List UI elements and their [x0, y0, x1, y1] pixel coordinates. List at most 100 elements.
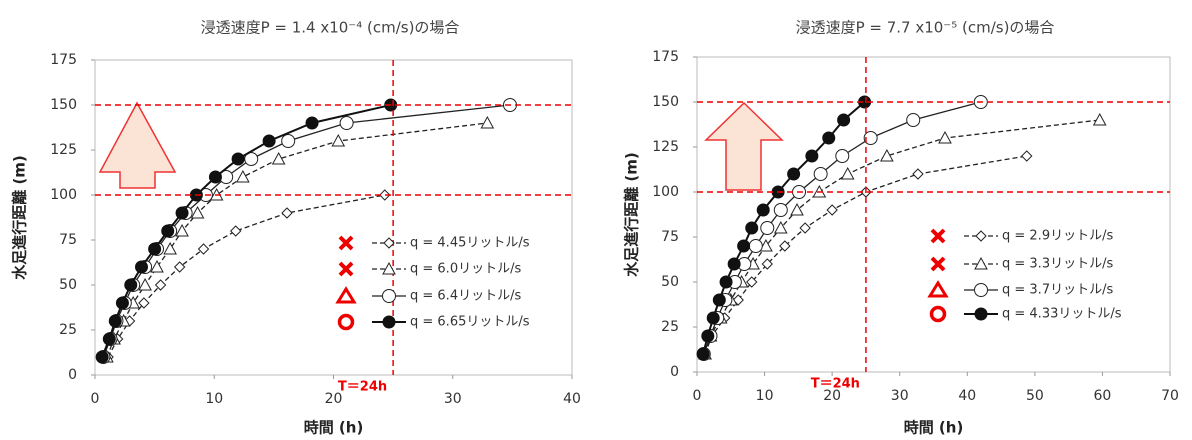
plot-area: [696, 56, 1171, 373]
marker: [822, 131, 836, 145]
arrow: [98, 101, 177, 189]
marker: [175, 206, 189, 220]
marker: [746, 276, 758, 288]
marker: [262, 134, 276, 148]
y-tick-label: 75: [59, 232, 77, 248]
y-tick-label: 0: [670, 364, 679, 380]
marker: [974, 307, 988, 321]
y-tick-label: 175: [652, 49, 679, 65]
legend-label: q = 2.9リットル/s: [1002, 229, 1113, 244]
y-tick-label: 25: [661, 319, 679, 335]
x-tick-label: 0: [91, 391, 100, 407]
arrow: [704, 101, 784, 191]
marker: [974, 283, 988, 297]
marker: [173, 261, 186, 273]
x-tick-label: 60: [1094, 388, 1112, 404]
y-tick-label: 50: [59, 277, 77, 293]
x-tick-label: 10: [756, 388, 774, 404]
y-tick-label: 25: [59, 322, 77, 338]
marker: [154, 279, 167, 291]
marker: [236, 169, 250, 183]
marker: [912, 168, 924, 180]
marker: [813, 167, 828, 181]
chart: 浸透速度P = 7.7 x10⁻⁵ (cm/s)の場合 0 25 50 75 100 125…: [623, 19, 1179, 437]
marker: [840, 166, 855, 180]
x-tick-label: 10: [205, 391, 223, 407]
marker: [727, 257, 741, 271]
marker: [975, 230, 987, 242]
marker: [719, 275, 733, 289]
legend-label: q = 4.33リットル/s: [1002, 307, 1122, 322]
marker: [759, 238, 773, 252]
marker: [135, 260, 149, 274]
marker: [748, 239, 763, 253]
x-tick-label: 50: [1026, 388, 1044, 404]
marker: [331, 133, 346, 147]
legend-label: q = 6.65リットル/s: [410, 315, 530, 330]
series-line: [107, 194, 385, 358]
series-line: [704, 155, 1027, 355]
x-tick-label: 30: [444, 391, 462, 407]
marker: [837, 113, 851, 127]
marker: [124, 278, 138, 292]
marker: [208, 170, 222, 184]
y-axis-label: 水足進行距離 (m): [623, 152, 641, 277]
y-tick-label: 0: [68, 367, 77, 383]
verdict-circle: [929, 305, 947, 323]
marker: [799, 222, 811, 234]
marker: [790, 202, 804, 216]
verdict-cross: [930, 228, 946, 244]
marker: [756, 203, 770, 217]
marker: [835, 149, 850, 163]
chart-title: 浸透速度P = 7.7 x10⁻⁵ (cm/s)の場合: [796, 19, 1055, 37]
marker: [1021, 150, 1033, 162]
marker: [175, 223, 189, 237]
y-tick-label: 75: [661, 229, 679, 245]
marker: [773, 220, 788, 234]
verdict-triangle: [927, 280, 949, 298]
marker: [938, 130, 952, 144]
marker: [696, 347, 710, 361]
y-tick-label: 100: [652, 184, 679, 200]
marker: [115, 296, 129, 310]
marker: [382, 289, 396, 303]
x-tick-label: 70: [1161, 388, 1179, 404]
marker: [163, 241, 177, 255]
marker: [737, 239, 751, 253]
marker: [779, 240, 791, 252]
marker: [281, 207, 293, 219]
marker: [701, 329, 715, 343]
marker: [190, 205, 205, 219]
marker: [108, 314, 122, 328]
y-tick-label: 150: [50, 97, 77, 113]
verdict-triangle: [335, 286, 357, 304]
legend-label: q = 6.4リットル/s: [410, 289, 521, 304]
x-tick-label: 30: [891, 388, 909, 404]
y-axis-label: 水足進行距離 (m): [11, 155, 29, 280]
marker: [382, 315, 396, 329]
marker: [787, 167, 801, 181]
marker: [974, 256, 988, 270]
marker: [161, 224, 175, 238]
annotation: T＝24h: [338, 380, 387, 395]
marker: [148, 242, 162, 256]
chart: 浸透速度P = 1.4 x10⁻⁴ (cm/s)の場合0255075100125…: [11, 19, 581, 437]
x-tick-label: 40: [563, 391, 581, 407]
x-tick-label: 20: [325, 391, 343, 407]
marker: [281, 134, 296, 148]
marker: [906, 113, 921, 127]
marker: [305, 116, 319, 130]
y-tick-label: 125: [652, 139, 679, 155]
marker: [773, 203, 788, 217]
verdict-cross: [338, 261, 354, 277]
marker: [712, 293, 726, 307]
marker: [745, 221, 759, 235]
marker: [230, 225, 242, 237]
x-axis-label: 時間 (h): [904, 419, 964, 437]
marker: [379, 189, 391, 201]
marker: [339, 116, 354, 130]
verdict-cross: [930, 256, 946, 272]
marker: [760, 221, 775, 235]
marker: [102, 332, 116, 346]
